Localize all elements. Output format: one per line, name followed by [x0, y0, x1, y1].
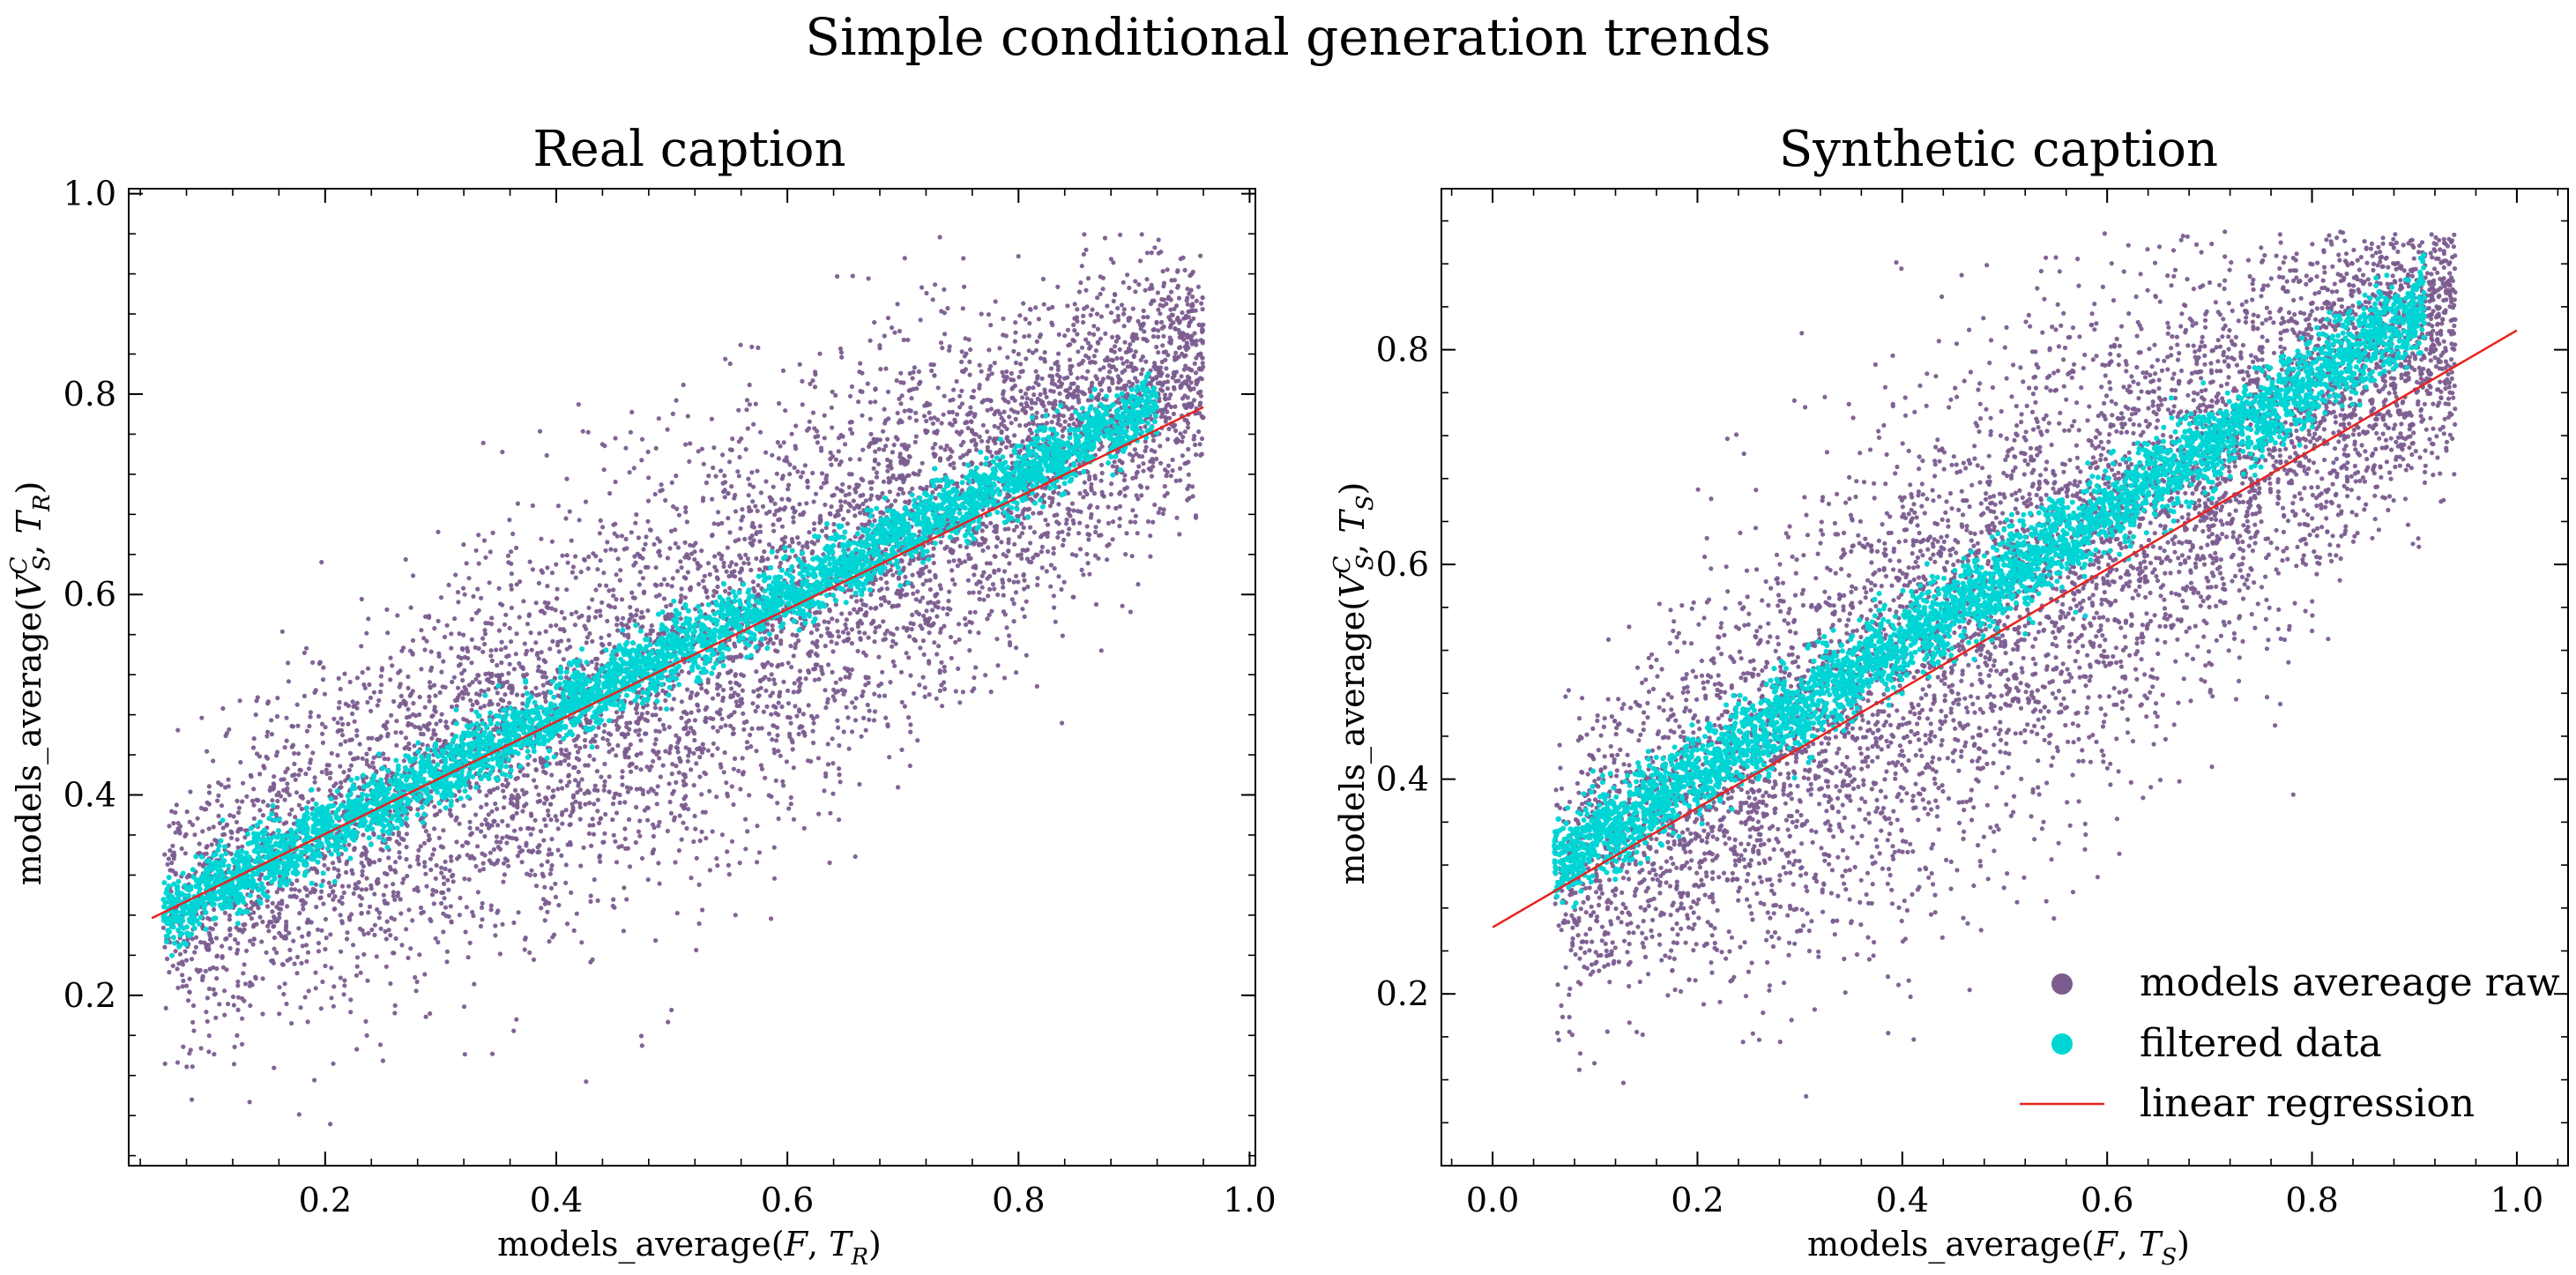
- figure-title: Simple conditional generation trends: [0, 7, 2576, 67]
- scatter-layer: [151, 232, 1206, 1127]
- y-tick-label: 0.8: [63, 375, 116, 414]
- y-tick-label: 0.6: [63, 575, 116, 614]
- series-filtered: [160, 370, 1160, 958]
- series-filtered: [1552, 252, 2428, 910]
- y-tick-label: 0.8: [1376, 331, 1429, 369]
- y-axis-label: models_average(VCS, TR): [6, 481, 56, 886]
- x-tick-label: 0.6: [2081, 1181, 2133, 1219]
- y-tick-label: 0.2: [1376, 974, 1429, 1013]
- chart-title: Real caption: [532, 121, 845, 178]
- x-tick-label: 0.2: [299, 1181, 352, 1219]
- x-axis-label: models_average(F, TR): [497, 1225, 882, 1271]
- chart-synthetic-caption: Synthetic caption 0.0 0.2 0.4 0.6 0.8 1.00.20…: [1329, 121, 2569, 1271]
- x-tick-label: 1.0: [1223, 1181, 1276, 1219]
- legend-label-raw: models avereage raw: [2140, 960, 2560, 1005]
- y-tick-label: 0.6: [1376, 545, 1429, 584]
- x-tick-label: 0.4: [530, 1181, 583, 1219]
- plot-frame: [1441, 188, 2569, 1167]
- regression-line: [151, 406, 1204, 920]
- y-tick-label: 1.0: [63, 175, 116, 213]
- y-tick-label: 0.2: [63, 976, 116, 1015]
- chart-real-caption: Real caption 0.2 0.4 0.6 0.8 1.0 0.2 0.4 0.6 0.8…: [6, 121, 1277, 1271]
- axes: 0.2 0.4 0.6 0.8 1.0 0.2 0.4 0.6 0.8 1.0: [63, 175, 1277, 1219]
- legend-marker-raw: [2051, 973, 2073, 995]
- legend-marker-filtered: [2051, 1033, 2073, 1055]
- x-axis-label: models_average(F, TS): [1807, 1225, 2190, 1271]
- legend: models avereage raw filtered data linear…: [2020, 960, 2560, 1126]
- scatter-layer: [1492, 229, 2518, 1099]
- x-tick-label: 0.8: [992, 1181, 1045, 1219]
- y-tick-label: 0.4: [63, 776, 116, 815]
- x-label-f: F: [784, 1225, 809, 1264]
- x-tick-label: 0.8: [2285, 1181, 2338, 1219]
- x-label-sub: R: [850, 1244, 868, 1271]
- y-tick-label: 0.4: [1376, 760, 1429, 799]
- x-tick-label: 0.0: [1466, 1181, 1519, 1219]
- x-label-func: models_average(: [497, 1225, 784, 1264]
- x-tick-label: 0.6: [761, 1181, 814, 1219]
- series-raw: [160, 232, 1206, 1127]
- axes: 0.0 0.2 0.4 0.6 0.8 1.0 0.2 0.4 0.6 0.8: [1376, 188, 2569, 1219]
- chart-title: Synthetic caption: [1779, 121, 2218, 178]
- x-tick-label: 1.0: [2490, 1181, 2543, 1219]
- regression-line: [1492, 329, 2518, 928]
- legend-label-regression: linear regression: [2140, 1081, 2475, 1126]
- plot-frame: [128, 188, 1256, 1167]
- x-tick-label: 0.2: [1671, 1181, 1724, 1219]
- y-axis-label: models_average(VCS, TS): [1329, 482, 1379, 885]
- x-tick-label: 0.4: [1876, 1181, 1929, 1219]
- legend-label-filtered: filtered data: [2140, 1021, 2382, 1066]
